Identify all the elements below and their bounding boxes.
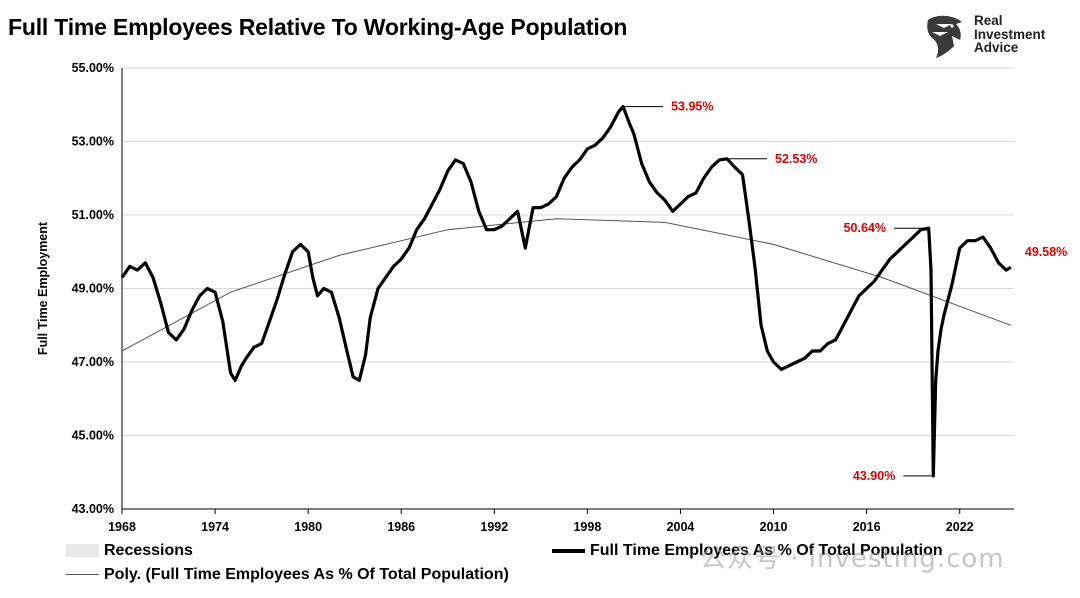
y-tick-label: 43.00% — [72, 502, 114, 516]
main-series-line — [120, 105, 1012, 478]
x-tick-label: 1980 — [294, 520, 322, 534]
x-tick-label: 1986 — [387, 520, 415, 534]
legend-recessions-label: Recessions — [104, 542, 193, 559]
brand-line-1: Real — [974, 13, 1003, 28]
line-chart: 43.00% 45.00% 47.00% 49.00% 51.00% 53.00% 55.0… — [36, 61, 1067, 534]
x-tick-label: 1992 — [480, 520, 508, 534]
x-tick-label: 2010 — [760, 520, 788, 534]
y-tick-label: 51.00% — [72, 208, 114, 222]
annotation-label: 49.58% — [1025, 245, 1067, 259]
x-tick-label: 1968 — [108, 520, 136, 534]
watermark: 公众号 · investing.com — [700, 544, 1005, 574]
y-tick-label: 45.00% — [72, 429, 114, 443]
annotation-label: 43.90% — [853, 469, 895, 483]
annotation-label: 53.95% — [671, 100, 713, 114]
brand-line-2: Investment — [974, 26, 1046, 42]
recession-swatch — [66, 544, 99, 557]
brand-line-3: Advice — [974, 40, 1019, 55]
y-tick-label: 49.00% — [72, 282, 114, 296]
x-tick-label: 2004 — [667, 520, 695, 534]
y-tick-label: 47.00% — [72, 355, 114, 369]
annotation-label: 52.53% — [775, 152, 817, 166]
trend-series-swatch — [66, 574, 99, 575]
annotation-label: 50.64% — [844, 221, 886, 235]
brand-name: Real Investment Advice — [974, 14, 1045, 55]
chart-title: Full Time Employees Relative To Working-… — [8, 14, 628, 40]
y-axis-title: Full Time Employment — [36, 221, 50, 355]
brand-logo: Real Investment Advice — [922, 12, 1072, 62]
legend-main-series-label: Full Time Employees As % Of Total Popula… — [590, 542, 943, 559]
trend-line — [121, 218, 1012, 352]
legend-trend-series-label: Poly. (Full Time Employees As % Of Total… — [104, 566, 509, 583]
main-series-swatch — [552, 549, 585, 553]
x-tick-label: 1974 — [201, 520, 229, 534]
y-tick-label: 55.00% — [72, 61, 114, 75]
y-tick-label: 53.00% — [72, 135, 114, 149]
x-tick-label: 2022 — [946, 520, 974, 534]
x-tick-label: 1998 — [573, 520, 601, 534]
x-tick-label: 2016 — [853, 520, 881, 534]
eagle-head-logo-icon — [927, 15, 962, 59]
